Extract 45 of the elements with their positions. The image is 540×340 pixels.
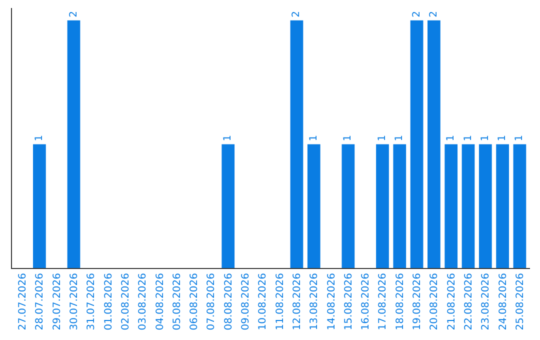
x-tick-label: 08.08.2026: [223, 273, 234, 330]
x-tick-label: 06.08.2026: [189, 273, 200, 330]
x-tick-label: 20.08.2026: [429, 273, 440, 330]
x-tick-label: 05.08.2026: [172, 273, 183, 330]
data-label: 1: [497, 134, 508, 142]
data-label: 1: [34, 134, 45, 142]
x-tick-label: 11.08.2026: [274, 273, 286, 330]
x-tick-label: 02.08.2026: [120, 273, 132, 330]
x-tick-label: 29.07.2026: [52, 273, 63, 330]
x-tick-label: 03.08.2026: [138, 273, 149, 330]
data-label: 1: [462, 134, 474, 142]
x-tick-label: 09.08.2026: [240, 273, 252, 330]
data-label: 1: [446, 134, 457, 142]
x-tick-label: 14.08.2026: [326, 273, 338, 330]
data-label: 2: [291, 11, 302, 18]
x-tick-label: 24.08.2026: [498, 273, 509, 330]
x-tick-label: 04.08.2026: [154, 273, 166, 330]
x-tick-label: 18.08.2026: [394, 273, 406, 330]
x-tick-label: 12.08.2026: [292, 273, 303, 330]
x-tick-label: 25.08.2026: [514, 273, 526, 330]
x-tick-label: 16.08.2026: [360, 273, 372, 330]
x-tick-label: 23.08.2026: [480, 273, 492, 330]
data-label: 1: [514, 134, 526, 142]
data-label: 1: [308, 134, 320, 142]
x-tick-label: 19.08.2026: [412, 273, 424, 330]
x-tick-label: 07.08.2026: [206, 273, 218, 330]
x-tick-label: 27.07.2026: [18, 273, 29, 330]
x-tick-label: 10.08.2026: [258, 273, 269, 330]
x-tick-label: 28.07.2026: [34, 273, 46, 330]
data-label: 1: [376, 134, 388, 142]
data-label: 2: [428, 11, 440, 18]
x-tick-label: 30.07.2026: [69, 273, 80, 330]
data-label: 1: [342, 134, 354, 142]
data-label: 2: [411, 11, 422, 18]
x-tick-label: 15.08.2026: [343, 273, 354, 330]
x-tick-label: 01.08.2026: [103, 273, 114, 330]
x-tick-label: 17.08.2026: [378, 273, 389, 330]
x-tick-label: 13.08.2026: [309, 273, 320, 330]
data-label: 1: [394, 134, 406, 142]
x-tick-label: 22.08.2026: [464, 273, 474, 330]
data-label: 1: [480, 134, 491, 142]
data-label: 1: [222, 134, 234, 142]
x-tick-label: 21.08.2026: [446, 273, 458, 330]
data-label: 2: [68, 11, 80, 18]
x-tick-label: 31.07.2026: [86, 273, 98, 330]
